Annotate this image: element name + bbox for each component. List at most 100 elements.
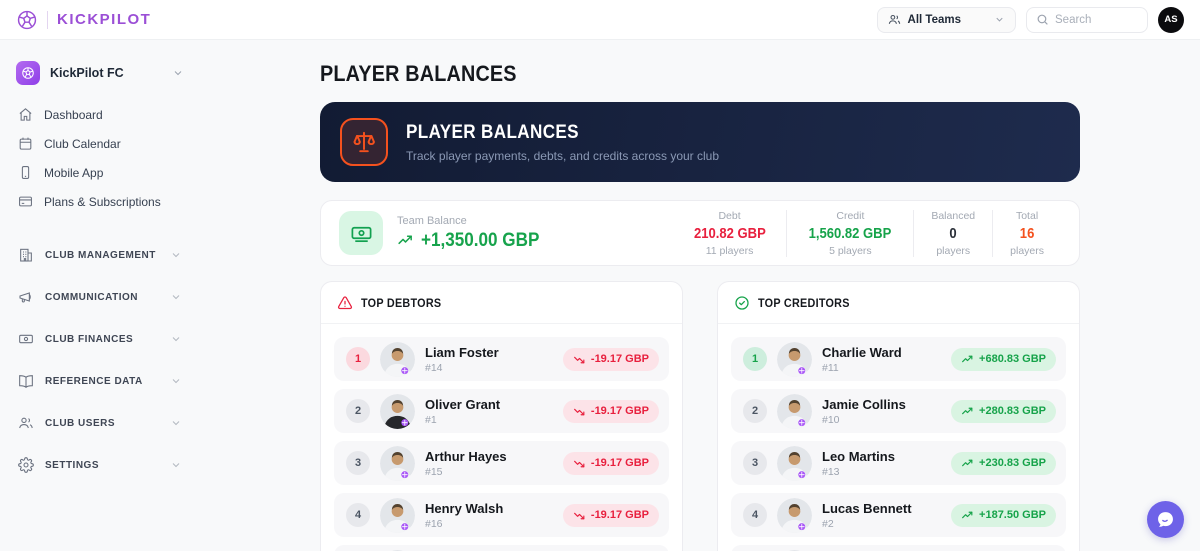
balance-badge: +187.50 GBP bbox=[951, 503, 1056, 527]
megaphone-icon bbox=[18, 289, 34, 305]
user-avatar[interactable]: AS bbox=[1158, 6, 1184, 33]
player-name: Jamie Collins bbox=[822, 396, 906, 412]
list-item[interactable]: 3 Leo Martins #13 bbox=[731, 441, 1066, 485]
club-name: KickPilot FC bbox=[50, 66, 124, 80]
sidebar-section-settings[interactable]: SETTINGS bbox=[0, 444, 200, 486]
trending-down-icon bbox=[573, 405, 586, 418]
balance-badge: +680.83 GBP bbox=[951, 347, 1056, 371]
balance-badge: -19.17 GBP bbox=[562, 503, 659, 527]
list-item-partial[interactable] bbox=[731, 545, 1066, 551]
stat-balanced: Balanced 0 players bbox=[913, 209, 992, 257]
trending-down-icon bbox=[573, 509, 586, 522]
brand-name: KICKPILOT bbox=[57, 11, 152, 28]
chat-bubble-icon bbox=[1155, 509, 1176, 530]
rank-badge: 3 bbox=[346, 451, 370, 475]
player-name: Lucas Bennett bbox=[822, 500, 912, 516]
sidebar-section-club-users[interactable]: CLUB USERS bbox=[0, 402, 200, 444]
avatar bbox=[777, 393, 812, 429]
chevron-down-icon bbox=[170, 459, 182, 471]
rank-badge: 1 bbox=[346, 347, 370, 371]
search-input[interactable] bbox=[1055, 13, 1135, 26]
avatar bbox=[777, 497, 812, 533]
sidebar-item-plans-subscriptions[interactable]: Plans & Subscriptions bbox=[0, 187, 200, 216]
player-number: #1 bbox=[425, 413, 437, 426]
avatar bbox=[380, 497, 415, 533]
list-item-partial[interactable] bbox=[334, 545, 669, 551]
list-item[interactable]: 2 Jamie Collins #10 bbox=[731, 389, 1066, 433]
list-item[interactable]: 2 Oliver Grant #1 bbox=[334, 389, 669, 433]
balance-badge: +280.83 GBP bbox=[951, 399, 1056, 423]
search-box[interactable] bbox=[1026, 6, 1148, 33]
app-logo: KICKPILOT bbox=[16, 9, 151, 31]
balance-badge: +230.83 GBP bbox=[951, 451, 1056, 475]
users-icon bbox=[888, 13, 901, 26]
rank-badge: 4 bbox=[743, 503, 767, 527]
chevron-down-icon bbox=[170, 375, 182, 387]
gear-icon bbox=[18, 457, 34, 473]
sidebar-item-dashboard[interactable]: Dashboard bbox=[0, 100, 200, 129]
rank-badge: 4 bbox=[346, 503, 370, 527]
sidebar-section-club-finances[interactable]: CLUB FINANCES bbox=[0, 318, 200, 360]
club-switcher[interactable]: KickPilot FC bbox=[0, 48, 200, 100]
list-item[interactable]: 3 Arthur Hayes #15 bbox=[334, 441, 669, 485]
list-item[interactable]: 4 Henry Walsh #16 bbox=[334, 493, 669, 537]
hero-subtitle: Track player payments, debts, and credit… bbox=[406, 148, 720, 163]
book-icon bbox=[18, 373, 34, 389]
player-name: Oliver Grant bbox=[425, 396, 501, 412]
trending-up-icon bbox=[961, 353, 974, 366]
billing-icon bbox=[18, 194, 33, 209]
rank-badge: 2 bbox=[346, 399, 370, 423]
main-area: PLAYER BALANCES PLAYER BALANCES Track pl… bbox=[200, 40, 1200, 551]
sidebar-section-club-management[interactable]: CLUB MANAGEMENT bbox=[0, 234, 200, 276]
football-icon bbox=[16, 9, 38, 31]
trending-up-icon bbox=[961, 509, 974, 522]
avatar bbox=[380, 445, 415, 481]
football-icon bbox=[16, 61, 40, 85]
trending-down-icon bbox=[573, 457, 586, 470]
rank-badge: 3 bbox=[743, 451, 767, 475]
player-name: Leo Martins bbox=[822, 448, 895, 464]
top-bar: KICKPILOT All Teams AS bbox=[0, 0, 1200, 40]
avatar bbox=[380, 393, 415, 429]
home-icon bbox=[18, 107, 33, 122]
list-item[interactable]: 1 Liam Foster #14 bbox=[334, 337, 669, 381]
chevron-down-icon bbox=[170, 249, 182, 261]
page-title: PLAYER BALANCES bbox=[320, 61, 517, 86]
sidebar: KickPilot FC Dashboard Club Calendar bbox=[0, 40, 200, 551]
sidebar-item-club-calendar[interactable]: Club Calendar bbox=[0, 129, 200, 158]
sidebar-item-mobile-app[interactable]: Mobile App bbox=[0, 158, 200, 187]
avatar bbox=[777, 445, 812, 481]
list-item[interactable]: 4 Lucas Bennett #2 bbox=[731, 493, 1066, 537]
chevron-down-icon bbox=[170, 333, 182, 345]
top-debtors-card: TOP DEBTORS 1 Liam Foster #14 bbox=[320, 281, 683, 551]
teams-filter-label: All Teams bbox=[907, 13, 961, 26]
sidebar-section-reference-data[interactable]: REFERENCE DATA bbox=[0, 360, 200, 402]
trending-down-icon bbox=[573, 353, 586, 366]
sidebar-section-communication[interactable]: COMMUNICATION bbox=[0, 276, 200, 318]
stat-total: Total 16 players bbox=[992, 209, 1061, 257]
chevron-down-icon bbox=[172, 67, 184, 79]
player-number: #16 bbox=[425, 517, 443, 530]
team-balance-card: Team Balance +1,350.00 GBP Debt 210.82 G… bbox=[320, 200, 1080, 266]
chevron-down-icon bbox=[170, 417, 182, 429]
top-creditors-card: TOP CREDITORS 1 Charlie Ward #11 bbox=[717, 281, 1080, 551]
trending-up-icon bbox=[961, 405, 974, 418]
player-number: #10 bbox=[822, 413, 840, 426]
player-number: #14 bbox=[425, 361, 443, 374]
rank-badge: 1 bbox=[743, 347, 767, 371]
stat-debt: Debt 210.82 GBP 11 players bbox=[693, 209, 766, 257]
list-item[interactable]: 1 Charlie Ward #11 bbox=[731, 337, 1066, 381]
teams-filter-dropdown[interactable]: All Teams bbox=[876, 6, 1016, 33]
player-name: Arthur Hayes bbox=[425, 448, 507, 464]
player-name: Liam Foster bbox=[425, 344, 499, 360]
team-balance-amount: +1,350.00 GBP bbox=[421, 229, 540, 251]
hero-banner: PLAYER BALANCES Track player payments, d… bbox=[320, 102, 1080, 182]
chat-launcher-button[interactable] bbox=[1147, 501, 1184, 538]
avatar bbox=[777, 341, 812, 377]
balance-badge: -19.17 GBP bbox=[562, 399, 659, 423]
logo-divider bbox=[47, 10, 48, 29]
building-icon bbox=[18, 247, 34, 263]
avatar bbox=[380, 341, 415, 377]
calendar-icon bbox=[18, 136, 33, 151]
team-balance-label: Team Balance bbox=[397, 214, 467, 227]
